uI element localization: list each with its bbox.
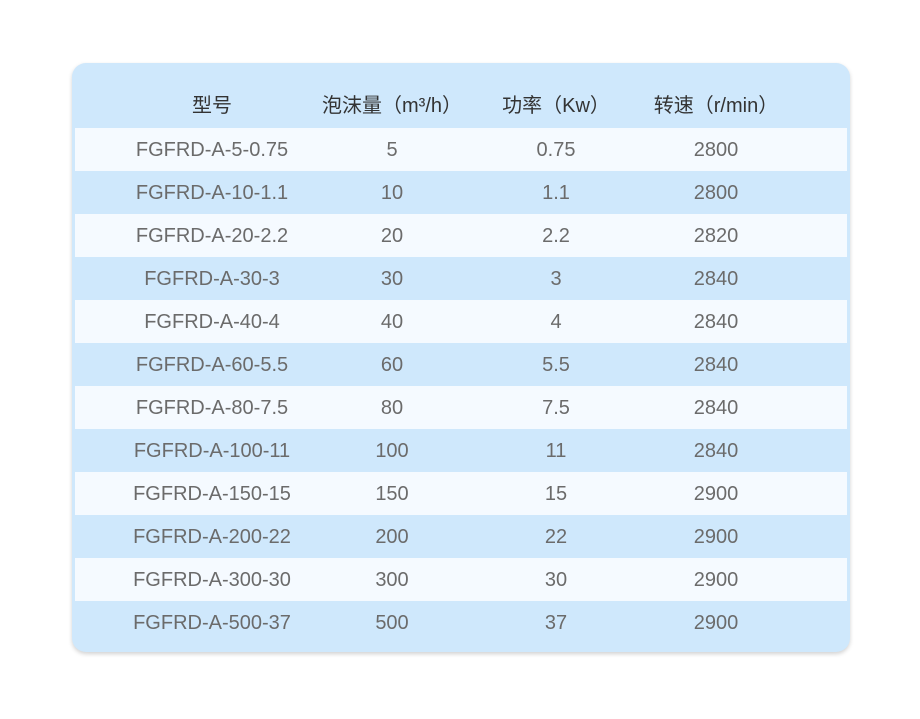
cell-power: 0.75	[536, 139, 576, 161]
cell-model: FGFRD-A-30-3	[144, 268, 280, 290]
table-row: FGFRD-A-80-7.5 80 7.5 2840	[75, 386, 847, 429]
cell-speed: 2800	[693, 139, 739, 161]
cell-foam-volume: 200	[375, 526, 409, 548]
cell-speed: 2800	[693, 182, 739, 204]
cell-speed: 2840	[693, 268, 739, 290]
cell-foam-volume: 150	[375, 483, 409, 505]
cell-power: 15	[544, 483, 568, 505]
cell-power: 4	[550, 311, 562, 333]
cell-foam-volume: 10	[380, 182, 404, 204]
cell-power: 11	[545, 440, 567, 462]
cell-model: FGFRD-A-5-0.75	[135, 139, 289, 161]
cell-speed: 2900	[693, 526, 739, 548]
table-row: FGFRD-A-10-1.1 10 1.1 2800	[75, 171, 847, 214]
cell-foam-volume: 80	[380, 397, 404, 419]
cell-power: 7.5	[542, 397, 570, 419]
cell-foam-volume: 300	[375, 569, 409, 591]
cell-model: FGFRD-A-500-37	[133, 612, 291, 634]
cell-speed: 2840	[693, 311, 739, 333]
cell-model: FGFRD-A-40-4	[144, 311, 280, 333]
cell-model: FGFRD-A-150-15	[133, 483, 291, 505]
table-row: FGFRD-A-500-37 500 37 2900	[75, 601, 847, 644]
cell-model: FGFRD-A-80-7.5	[135, 397, 289, 419]
cell-speed: 2900	[693, 612, 739, 634]
header-speed: 转速（r/min）	[653, 95, 779, 117]
cell-foam-volume: 30	[380, 268, 404, 290]
table-row: FGFRD-A-40-4 40 4 2840	[75, 300, 847, 343]
header-model: 型号	[192, 95, 232, 117]
table-row: FGFRD-A-150-15 150 15 2900	[75, 472, 847, 515]
cell-speed: 2820	[693, 225, 739, 247]
table-row: FGFRD-A-200-22 200 22 2900	[75, 515, 847, 558]
cell-power: 22	[544, 526, 568, 548]
table-header: 型号 泡沫量（m³/h） 功率（Kw） 转速（r/min）	[72, 63, 850, 128]
cell-foam-volume: 20	[380, 225, 404, 247]
cell-foam-volume: 40	[380, 311, 404, 333]
cell-speed: 2900	[693, 483, 739, 505]
table-row: FGFRD-A-5-0.75 5 0.75 2800	[75, 128, 847, 171]
cell-power: 37	[544, 612, 568, 634]
cell-speed: 2900	[693, 569, 739, 591]
cell-foam-volume: 60	[380, 354, 404, 376]
cell-speed: 2840	[693, 440, 739, 462]
cell-model: FGFRD-A-20-2.2	[135, 225, 289, 247]
cell-speed: 2840	[693, 397, 739, 419]
header-power: 功率（Kw）	[502, 95, 610, 117]
table-row: FGFRD-A-60-5.5 60 5.5 2840	[75, 343, 847, 386]
table-row: FGFRD-A-300-30 300 30 2900	[75, 558, 847, 601]
cell-foam-volume: 5	[386, 139, 398, 161]
table-row: FGFRD-A-100-11 100 11 2840	[75, 429, 847, 472]
cell-power: 1.1	[542, 182, 570, 204]
cell-power: 2.2	[542, 225, 570, 247]
cell-foam-volume: 100	[375, 440, 409, 462]
cell-model: FGFRD-A-200-22	[133, 526, 291, 548]
cell-model: FGFRD-A-300-30	[133, 569, 291, 591]
cell-model: FGFRD-A-10-1.1	[135, 182, 289, 204]
cell-power: 30	[544, 569, 568, 591]
table-row: FGFRD-A-20-2.2 20 2.2 2820	[75, 214, 847, 257]
cell-speed: 2840	[693, 354, 739, 376]
cell-model: FGFRD-A-100-11	[133, 440, 291, 462]
cell-model: FGFRD-A-60-5.5	[135, 354, 289, 376]
table-row: FGFRD-A-30-3 30 3 2840	[75, 257, 847, 300]
cell-power: 5.5	[542, 354, 570, 376]
header-foam-volume: 泡沫量（m³/h）	[322, 95, 462, 117]
spec-table: 型号 泡沫量（m³/h） 功率（Kw） 转速（r/min） FGFRD-A-5-…	[72, 63, 850, 652]
cell-foam-volume: 500	[375, 612, 409, 634]
cell-power: 3	[550, 268, 562, 290]
